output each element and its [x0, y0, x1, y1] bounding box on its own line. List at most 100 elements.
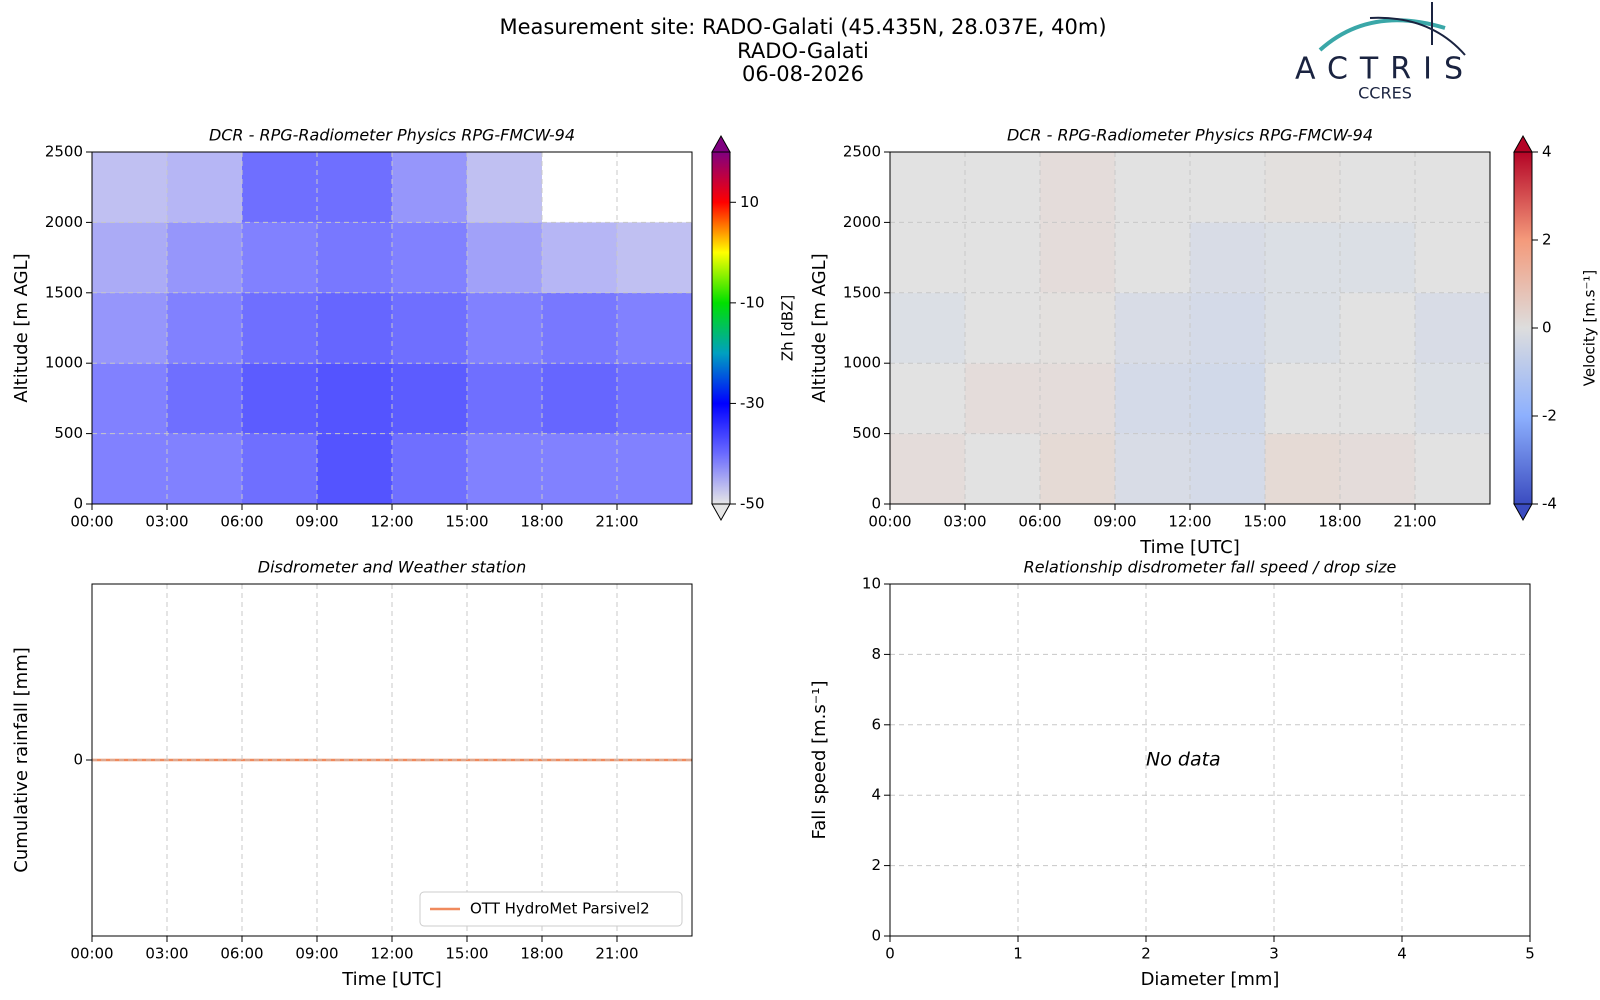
plot-frame [889, 151, 1491, 505]
heatmap-cell [92, 433, 167, 504]
heatmap-cell [1340, 363, 1415, 434]
y-axis-label: Fall speed [m.s⁻¹] [809, 681, 830, 840]
x-tick-label: 15:00 [1243, 513, 1286, 531]
heatmap-cell [542, 363, 617, 434]
y-tick-label: 0 [871, 495, 881, 513]
page-title: Measurement site: RADO-Galati (45.435N, … [499, 15, 1106, 39]
x-tick-label: 21:00 [1393, 513, 1436, 531]
heatmap-cell [467, 222, 542, 293]
chart-panel: Disdrometer and Weather station 00:00 03:0… [11, 558, 693, 990]
y-tick-label: 1000 [843, 354, 881, 372]
x-tick-label: 18:00 [520, 945, 563, 963]
chart-title: DCR - RPG-Radiometer Physics RPG-FMCW-94 [209, 126, 575, 145]
heatmap-cell [392, 292, 467, 364]
x-tick-label: 5 [1525, 945, 1535, 963]
chart-title: Disdrometer and Weather station [258, 558, 526, 577]
x-axis-label: Time [UTC] [341, 969, 442, 990]
colorbar-extend [711, 503, 731, 522]
annotation: No data [1146, 749, 1221, 771]
heatmap-cell [890, 152, 965, 223]
heatmap-cell [242, 152, 317, 223]
colorbar-label: Zh [dBZ] [779, 295, 797, 361]
heatmap-cell [167, 363, 242, 434]
heatmap-cell [1190, 152, 1265, 223]
x-tick-label: 00:00 [868, 513, 911, 531]
heatmap-cell [92, 292, 167, 364]
heatmap-cell [890, 433, 965, 504]
x-tick-label: 4 [1397, 945, 1407, 963]
x-tick-label: 1 [1013, 945, 1023, 963]
colorbar-label: Velocity [m.s⁻¹] [1581, 270, 1599, 386]
colorbar-tick-label: -4 [1542, 495, 1557, 513]
y-tick-label: 2000 [45, 213, 83, 231]
heatmap-cell [92, 222, 167, 293]
legend-box [419, 891, 683, 927]
date: 06-08-2026 [742, 62, 864, 86]
x-axis-label: Diameter [mm] [1141, 969, 1280, 990]
y-axis-label: Cumulative rainfall [mm] [11, 647, 32, 873]
plot-frame [91, 151, 693, 505]
x-tick-label: 15:00 [445, 945, 488, 963]
heatmap-cell [1115, 222, 1190, 293]
heatmap-cell [1115, 292, 1190, 364]
logo-sub: CCRES [1358, 84, 1412, 103]
heatmap-cell [1415, 363, 1490, 434]
heatmap-cell [1340, 433, 1415, 504]
colorbar-extend [1513, 503, 1533, 522]
colorbar-tick-label: 0 [1542, 319, 1552, 337]
heatmap-cell [1040, 433, 1115, 504]
heatmap-cell [467, 433, 542, 504]
heatmap-cell [542, 292, 617, 364]
x-tick-label: 00:00 [70, 945, 113, 963]
heatmap-cell [1190, 433, 1265, 504]
x-tick-label: 03:00 [943, 513, 986, 531]
y-tick-label: 4 [871, 786, 881, 804]
logo-arc [1369, 16, 1466, 56]
colorbar-tick-label: 10 [740, 193, 759, 211]
y-tick-label: 8 [871, 645, 881, 663]
heatmap-cell [965, 363, 1040, 434]
y-tick-label: 1500 [843, 283, 881, 301]
heatmap-cell [1415, 292, 1490, 364]
colorbar-tick-label: 2 [1542, 231, 1552, 249]
heatmap-cell [542, 222, 617, 293]
heatmap-cell [617, 292, 692, 364]
heatmap-cell [1040, 363, 1115, 434]
y-tick-label: 10 [862, 575, 881, 593]
plot-frame [889, 583, 1531, 937]
x-tick-label: 09:00 [295, 945, 338, 963]
y-tick-label: 2500 [843, 143, 881, 161]
heatmap-cell [1265, 433, 1340, 504]
colorbar [711, 151, 731, 505]
heatmap-cell [1040, 222, 1115, 293]
logo-name: ACTRIS [1295, 52, 1475, 87]
heatmap-cell [392, 222, 467, 293]
colorbar [1513, 151, 1533, 505]
y-tick-label: 0 [73, 495, 83, 513]
chart-panel: DCR - RPG-Radiometer Physics RPG-FMCW-94… [11, 126, 797, 531]
heatmap-cell [167, 222, 242, 293]
heatmap-cell [242, 433, 317, 504]
heatmap-cell [1190, 222, 1265, 293]
y-axis-label: Altitude [m AGL] [11, 253, 32, 402]
x-tick-label: 15:00 [445, 513, 488, 531]
legend: OTT HydroMet Parsivel2 [419, 891, 683, 927]
heatmap-cell [1265, 363, 1340, 434]
heatmap-cell [242, 222, 317, 293]
x-tick-label: 18:00 [1318, 513, 1361, 531]
colorbar-tick-label: -50 [740, 495, 765, 513]
y-tick-label: 0 [73, 751, 83, 769]
plot-area [92, 152, 692, 504]
heatmap-cell [1340, 292, 1415, 364]
logo-arc [1318, 18, 1446, 52]
y-tick-label: 2500 [45, 143, 83, 161]
heatmap-cell [890, 363, 965, 434]
colorbar-extend [1513, 134, 1533, 153]
y-tick-label: 2 [871, 856, 881, 874]
heatmap-cell [965, 433, 1040, 504]
colorbar-tick-label: -30 [740, 394, 765, 412]
heatmap-cell [1340, 152, 1415, 223]
y-tick-label: 500 [54, 424, 83, 442]
heatmap-cell [242, 292, 317, 364]
